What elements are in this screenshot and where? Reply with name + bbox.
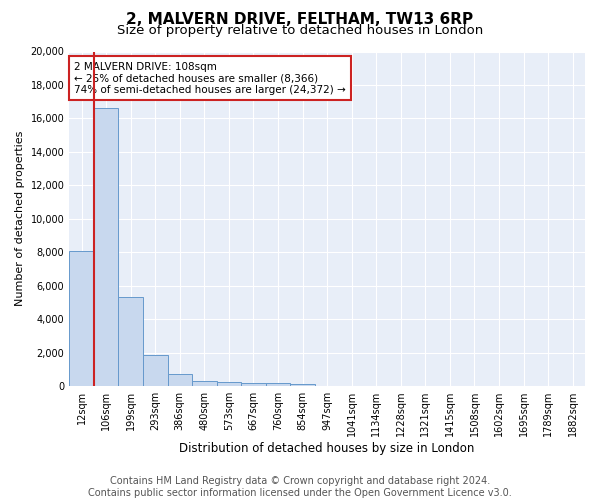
Bar <box>217 382 241 386</box>
X-axis label: Distribution of detached houses by size in London: Distribution of detached houses by size … <box>179 442 475 455</box>
Bar <box>94 108 118 386</box>
Text: Contains HM Land Registry data © Crown copyright and database right 2024.
Contai: Contains HM Land Registry data © Crown c… <box>88 476 512 498</box>
Bar <box>192 381 217 386</box>
Bar <box>241 382 266 386</box>
Bar <box>266 383 290 386</box>
Text: Size of property relative to detached houses in London: Size of property relative to detached ho… <box>117 24 483 37</box>
Text: 2 MALVERN DRIVE: 108sqm
← 25% of detached houses are smaller (8,366)
74% of semi: 2 MALVERN DRIVE: 108sqm ← 25% of detache… <box>74 62 346 94</box>
Text: 2, MALVERN DRIVE, FELTHAM, TW13 6RP: 2, MALVERN DRIVE, FELTHAM, TW13 6RP <box>127 12 473 28</box>
Bar <box>118 298 143 386</box>
Bar <box>143 355 167 386</box>
Bar <box>167 374 192 386</box>
Bar <box>69 250 94 386</box>
Y-axis label: Number of detached properties: Number of detached properties <box>15 131 25 306</box>
Bar <box>290 384 315 386</box>
